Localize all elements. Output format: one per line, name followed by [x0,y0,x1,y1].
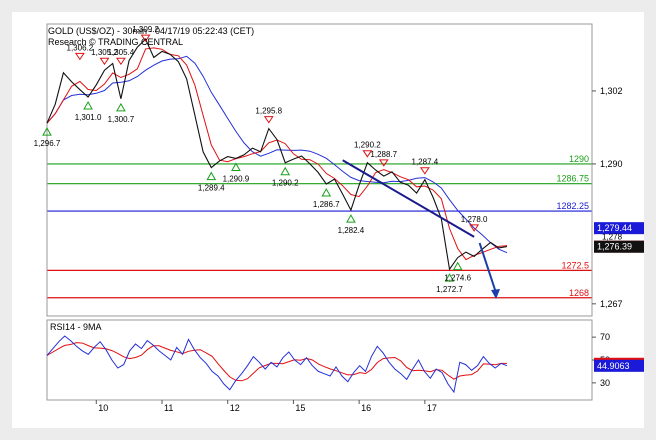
rsi-moving-average [46,342,507,382]
moving-average-slow [46,55,508,254]
peak-marker [362,150,373,158]
rsi-pane-border [46,319,593,401]
peak-marker [140,34,151,43]
y-tick-label: 1,267 [600,299,623,309]
trough-marker [231,162,241,171]
trough-label: 1,300.7 [108,115,135,124]
peak-marker [469,224,480,232]
peak-marker [74,52,85,61]
x-tick-label: 16 [361,403,371,413]
trough-label: 1,289.4 [198,184,225,193]
rsi-line [46,335,508,394]
rsi-y-tick-label: 70 [600,332,610,342]
level-label: 1282.25 [556,201,589,211]
trough-label: 1,290.9 [223,174,250,183]
trough-marker [452,261,463,271]
x-tick-label: 10 [98,403,108,413]
x-tick-label: 11 [164,403,173,413]
level-label: 1290 [569,154,589,164]
rsi-y-tick-label: 30 [600,378,610,388]
x-tick-label: 15 [295,403,305,413]
forecast-arrow-shaft [478,242,497,294]
trough-marker [116,102,126,112]
rsi-tag-box [594,359,644,372]
trough-marker [83,100,93,110]
level-label: 1272.5 [561,260,589,270]
trough-label: 1,290.2 [272,179,299,188]
trough-marker [42,127,52,136]
chart-panel: 1290 1286.75 1282.25 1272.5 1268 1,302 1,290 1… [12,12,644,428]
peak-marker [99,57,110,66]
price-tag-box [594,222,644,235]
peak-marker [115,57,126,66]
peak-label: 1,288.7 [370,150,397,159]
rsi-title: RSI14 - 9MA [50,322,102,332]
trough-label: 1,272.7 [436,285,463,294]
x-tick-label: 17 [427,403,437,413]
trough-marker [346,214,356,223]
trough-label: 1,274.6 [444,274,471,283]
price-pane-border [46,23,593,317]
forecast-arrow-head [491,288,501,299]
trough-marker [321,187,332,197]
price-tags: 1,279.441,276.41,276.391,27846.716344.90… [594,222,644,372]
price-line [46,38,508,271]
chart-title: GOLD (US$/OZ) - 30min - 04/17/19 05:22:4… [48,26,254,36]
trough-label: 1,282.4 [338,226,365,235]
level-label: 1286.75 [556,174,589,184]
level-label: 1268 [569,288,589,298]
rsi-tag-label: 44.9063 [597,361,630,371]
partial-price-label: 1,278 [602,232,623,241]
peak-label: 1,305.4 [108,48,135,57]
trough-label: 1,296.7 [34,139,61,148]
peak-marker [419,167,430,175]
peak-label: 1,295.8 [255,107,282,116]
price-chart-svg: 1290 1286.75 1282.25 1272.5 1268 1,302 1,290 1… [34,23,644,413]
trough-label: 1,286.7 [313,200,340,209]
peak-label: 1,305.2 [91,48,118,57]
chart-subtitle: Research © TRADING CENTRAL [48,37,183,47]
peak-marker [378,159,389,167]
peak-marker [263,116,274,124]
peak-label: 1,290.2 [354,141,381,150]
price-tag-label: 1,276.39 [597,242,632,252]
price-tag-box [594,240,644,253]
trough-marker [444,273,455,282]
trendline [342,159,475,238]
level-lines: 1290 1286.75 1282.25 1272.5 1268 [47,154,592,299]
price-tag-label: 1,279.44 [597,223,632,233]
y-tick-label: 1,302 [600,86,623,96]
trough-label: 1,301.0 [75,113,102,122]
x-tick-label: 12 [230,403,240,413]
peak-label: 1,306.2 [67,43,94,52]
peak-label: 1,278.0 [461,215,488,224]
series-lines [46,38,508,394]
trough-marker [280,166,291,176]
peak-label: 1,287.4 [412,158,439,167]
y-tick-label: 1,290 [600,159,623,169]
trough-marker [206,171,217,181]
peak-label: 1,309.2 [132,25,159,34]
markers: 1,306.21,305.21,305.4 1,309.2 1,295.8 1,290… [34,25,488,294]
